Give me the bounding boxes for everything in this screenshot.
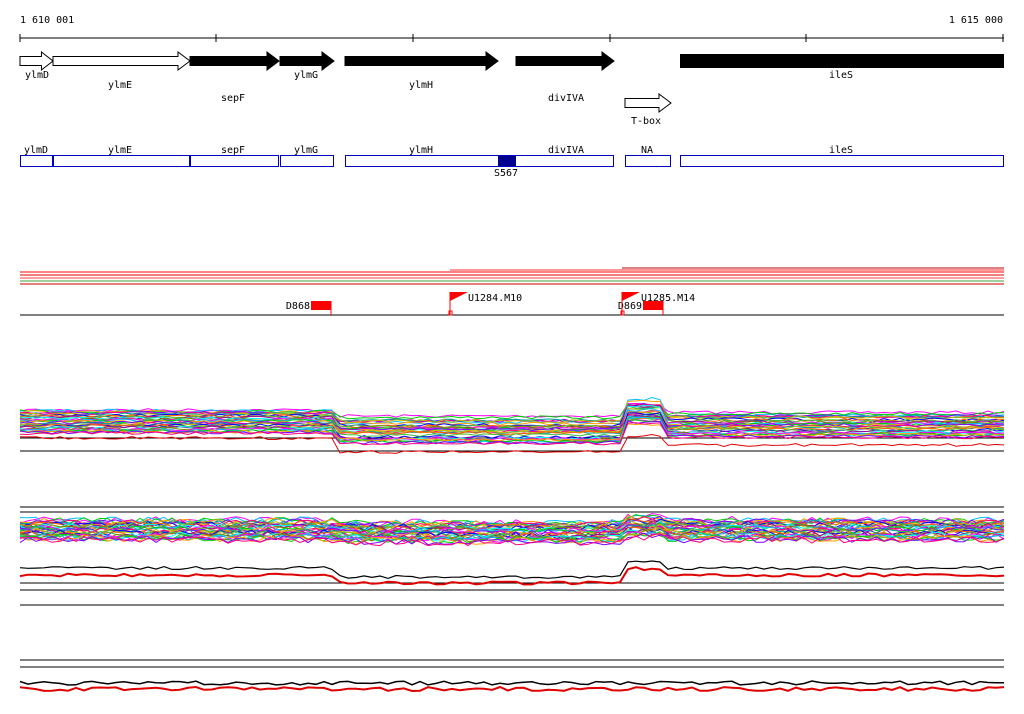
segment-ylmg[interactable]: ylmG [280, 145, 334, 167]
gene-ylmd[interactable]: ylmD [19, 50, 54, 81]
expression-trace [19, 416, 1005, 434]
gene-arrow [344, 51, 499, 71]
flag-icon [622, 292, 640, 301]
segment-box [625, 155, 671, 167]
feature-label: D869 [618, 301, 642, 312]
expression-track-1 [19, 396, 1005, 454]
highlight-trace [19, 566, 1005, 586]
expression-track-2 [19, 506, 1005, 606]
gene-track: ylmD ylmE sepF ylmG ylmH divIVA T-box ileS [19, 50, 1004, 127]
expression-trace [20, 533, 1005, 547]
segment-diviva[interactable]: divIVA [548, 145, 584, 156]
segment-box [345, 155, 614, 167]
segment-label: ylmG [294, 145, 318, 156]
summary-trace [19, 560, 1005, 580]
gene-arrow [52, 51, 191, 71]
expression-trace [19, 409, 1005, 429]
expression-trace [19, 416, 1005, 438]
segment-label: ylmD [24, 145, 48, 156]
segment-ylme[interactable]: ylmE [53, 145, 190, 167]
expression-trace [19, 518, 1005, 530]
feature-box [311, 301, 331, 310]
gene-ylmg[interactable]: ylmG [279, 51, 335, 81]
feature-label: U1284.M10 [468, 293, 522, 304]
gene-label: sepF [221, 93, 245, 104]
gene-label: ileS [829, 70, 853, 81]
expression-trace [19, 402, 1005, 418]
ruler-start-label: 1 610 001 [20, 15, 74, 26]
segment-ylmd[interactable]: ylmD [20, 145, 53, 167]
gene-label: ylmE [108, 80, 132, 91]
segment-ylmh[interactable]: ylmH [345, 145, 614, 167]
summary-trace [19, 680, 1005, 686]
segment-box [20, 155, 53, 167]
segment-iles[interactable]: ileS [680, 145, 1004, 167]
feature-label: U1285.M14 [641, 293, 695, 304]
gene-iles[interactable]: ileS [680, 54, 1004, 81]
ruler-ticks [19, 34, 1004, 42]
gene-ylme[interactable]: ylmE [52, 51, 191, 91]
flag-icon [450, 292, 468, 301]
segment-sepf[interactable]: sepF [190, 145, 279, 167]
marker-block [498, 156, 516, 166]
gene-arrow [515, 51, 615, 71]
gene-arrow [189, 51, 280, 71]
gene-label: divIVA [548, 93, 584, 104]
expression-trace [19, 414, 1005, 431]
gene-label: ylmH [409, 80, 433, 91]
gene-ylmh[interactable]: ylmH [344, 51, 499, 91]
gene-arrow [279, 51, 335, 71]
ruler-end-label: 1 615 000 [949, 15, 1003, 26]
segment-label: ileS [829, 145, 853, 156]
gene-arrow [624, 93, 672, 113]
segment-track: ylmD ylmE sepF ylmG ylmH divIVA NA ileS S567 [20, 145, 1004, 179]
expression-trace [19, 411, 1005, 431]
feature-u1284-m10[interactable]: U1284.M10 [448, 292, 522, 316]
segment-label: sepF [221, 145, 245, 156]
alignment-lines-track [20, 267, 1004, 285]
gene-t-box[interactable]: T-box [624, 93, 672, 127]
expression-trace [19, 423, 1005, 442]
highlight-trace [19, 433, 1005, 454]
feature-u1285-m14[interactable]: U1285.M14 [620, 292, 695, 316]
marker-label: S567 [494, 168, 518, 179]
feature-box [643, 301, 663, 310]
flag-foot [448, 310, 453, 316]
highlight-trace [19, 685, 1005, 693]
segment-label: divIVA [548, 145, 584, 156]
segment-label: ylmE [108, 145, 132, 156]
gene-sepf[interactable]: sepF [189, 51, 280, 104]
expression-trace [19, 527, 1005, 541]
segment-label: NA [641, 145, 653, 156]
feature-d869[interactable]: D869 [618, 301, 664, 315]
segment-box [53, 155, 190, 167]
gene-arrow [19, 50, 54, 72]
expression-trace [19, 522, 1005, 536]
expression-track-3 [19, 659, 1005, 693]
feature-d868[interactable]: D868 [286, 301, 332, 315]
segment-label: ylmH [409, 145, 433, 156]
gene-arrow [680, 54, 1004, 68]
gene-diviva[interactable]: divIVA [515, 51, 615, 104]
expression-trace [19, 422, 1005, 446]
segment-box [680, 155, 1004, 167]
expression-trace [19, 406, 1004, 423]
gene-label: ylmG [294, 70, 318, 81]
expression-trace [19, 403, 1005, 420]
segment-box [280, 155, 334, 167]
gene-label: ylmD [25, 70, 49, 81]
flag-foot [620, 310, 625, 316]
segment-box [190, 155, 279, 167]
segment-marker-s567[interactable]: S567 [494, 156, 518, 179]
feature-label: D868 [286, 301, 310, 312]
coordinate-ruler: 1 610 001 1 615 000 [19, 15, 1004, 42]
expression-trace [19, 526, 1005, 540]
gene-label: T-box [631, 116, 661, 127]
segment-na[interactable]: NA [625, 145, 671, 167]
